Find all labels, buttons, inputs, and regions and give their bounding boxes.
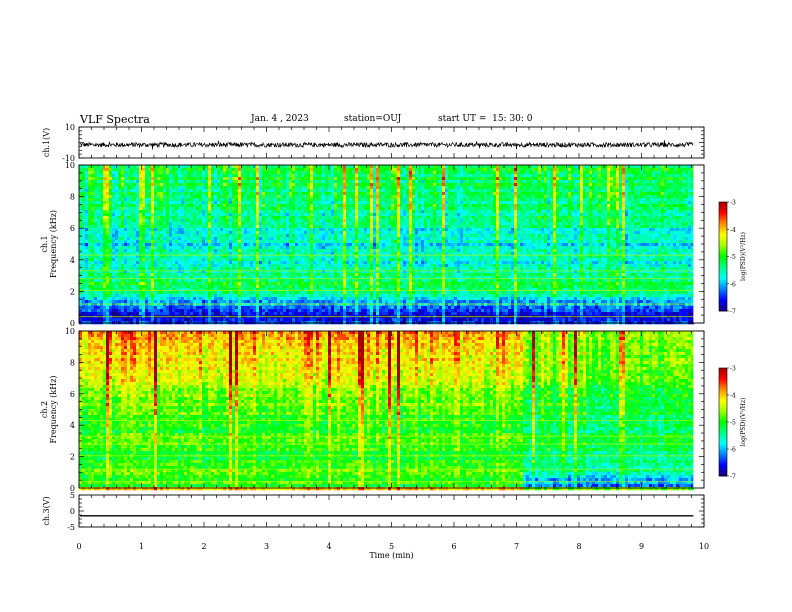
time-tick-label: 9 [639, 542, 644, 551]
ch1-spectrogram-colorbar-tick-label: -3 [730, 200, 736, 207]
ch2-spectrogram [79, 331, 704, 490]
time-tick-label: 2 [201, 542, 206, 551]
ch1-spectrogram-ytick-label: 4 [70, 256, 75, 265]
ch2-spectrogram-ytick-label: 8 [70, 358, 75, 367]
ch2-spectrogram-ytick-label: 2 [70, 453, 75, 462]
ch3-ytick-label: -5 [67, 523, 75, 532]
time-tick-label: 6 [451, 542, 456, 551]
time-tick-label: 3 [264, 542, 269, 551]
ch2-spectrogram-colorbar-tick-label: -5 [730, 420, 736, 427]
ch1-ytick-label: 10 [65, 123, 75, 132]
ch3-ytick-label: 0 [70, 507, 75, 516]
time-tick-label: 8 [576, 542, 581, 551]
time-axis-label: Time (min) [369, 551, 413, 560]
ch1-spectrogram-ytick-label: 6 [70, 224, 75, 233]
ch1-ylabel: ch.1(V) [42, 128, 51, 157]
ch1-spectrogram-ytick-label: 10 [65, 161, 75, 170]
ch2-spectrogram-ytick-label: 6 [70, 390, 75, 399]
ch3-ylabel: ch.3(V) [42, 496, 51, 525]
ch2-spectrogram-colorbar-tick-label: -7 [730, 474, 736, 481]
ch2-spectrogram-colorbar-tick-label: -3 [730, 366, 736, 373]
time-tick-label: 10 [699, 542, 709, 551]
ch2-spectrogram-ytick-label: 10 [65, 327, 75, 336]
ch1-spectrogram-colorbar-tick-label: -4 [730, 227, 736, 234]
ch3-ytick-label: 5 [70, 491, 75, 500]
ch1-spectrogram-ylabel-channel: ch.1 [40, 235, 49, 252]
ch1-spectrogram-ylabel-frequency: Frequency (kHz) [49, 210, 58, 278]
ch1-spectrogram-ytick-label: 8 [70, 193, 75, 202]
ch1-spectrogram [79, 165, 704, 324]
ch2-spectrogram-ylabel-channel: ch.2 [40, 401, 49, 418]
time-tick-label: 7 [514, 542, 519, 551]
ch1-spectrogram-colorbar-label: log(PSD)(V²/Hz) [740, 232, 747, 281]
ch1-spectrogram-ytick-label: 2 [70, 287, 75, 296]
time-tick-label: 5 [389, 542, 394, 551]
ch2-spectrogram-colorbar-tick-label: -4 [730, 393, 736, 400]
time-tick-label: 1 [139, 542, 144, 551]
time-tick-label: 0 [76, 542, 81, 551]
ch2-spectrogram-colorbar-label: log(PSD)(V²/Hz) [740, 398, 747, 447]
time-tick-label: 4 [326, 542, 331, 551]
ch1-spectrogram-colorbar-tick-label: -7 [730, 309, 736, 316]
ch1-spectrogram-colorbar-tick-label: -5 [730, 254, 736, 261]
ch2-spectrogram-ylabel-frequency: Frequency (kHz) [49, 375, 58, 443]
time-axis: 0 1 2 3 4 5 6 7 8 9 10 Time (min) [76, 542, 709, 560]
ch1-spectrogram-colorbar: -3 -4 -5 -6 -7 log(PSD)(V²/Hz) [719, 200, 747, 316]
ch2-spectrogram-ytick-label: 4 [70, 421, 75, 430]
ch2-spectrogram-colorbar: -3 -4 -5 -6 -7 log(PSD)(V²/Hz) [719, 366, 747, 481]
ch2-spectrogram-colorbar-tick-label: -6 [730, 447, 736, 454]
ch1-spectrogram-colorbar-tick-label: -6 [730, 281, 736, 288]
